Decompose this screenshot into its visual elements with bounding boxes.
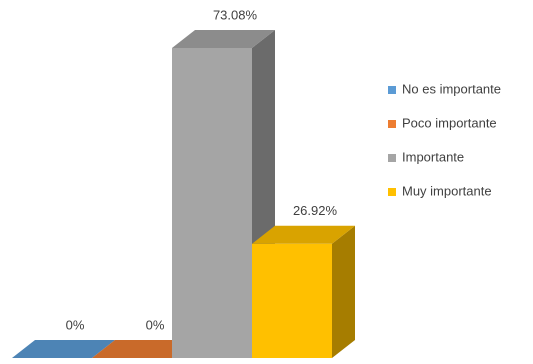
bar <box>12 340 115 358</box>
bar-top <box>92 340 195 358</box>
bar <box>92 340 195 358</box>
data-label: 26.92% <box>293 203 338 218</box>
bar-top <box>172 30 275 48</box>
bar <box>252 225 355 358</box>
legend-marker <box>388 120 396 128</box>
legend-marker <box>388 188 396 196</box>
bar <box>172 30 275 358</box>
data-label: 0% <box>146 317 165 332</box>
legend-label: Importante <box>402 149 464 164</box>
bar-top <box>252 225 355 244</box>
bar-front <box>252 243 332 358</box>
bar-front <box>172 48 252 358</box>
legend-marker <box>388 86 396 94</box>
bar-top <box>12 340 115 358</box>
data-label: 0% <box>66 317 85 332</box>
bar-side <box>332 225 355 358</box>
legend-marker <box>388 154 396 162</box>
legend-label: No es importante <box>402 81 501 96</box>
legend-label: Muy importante <box>402 183 492 198</box>
data-label: 73.08% <box>213 7 258 22</box>
legend-label: Poco importante <box>402 115 497 130</box>
